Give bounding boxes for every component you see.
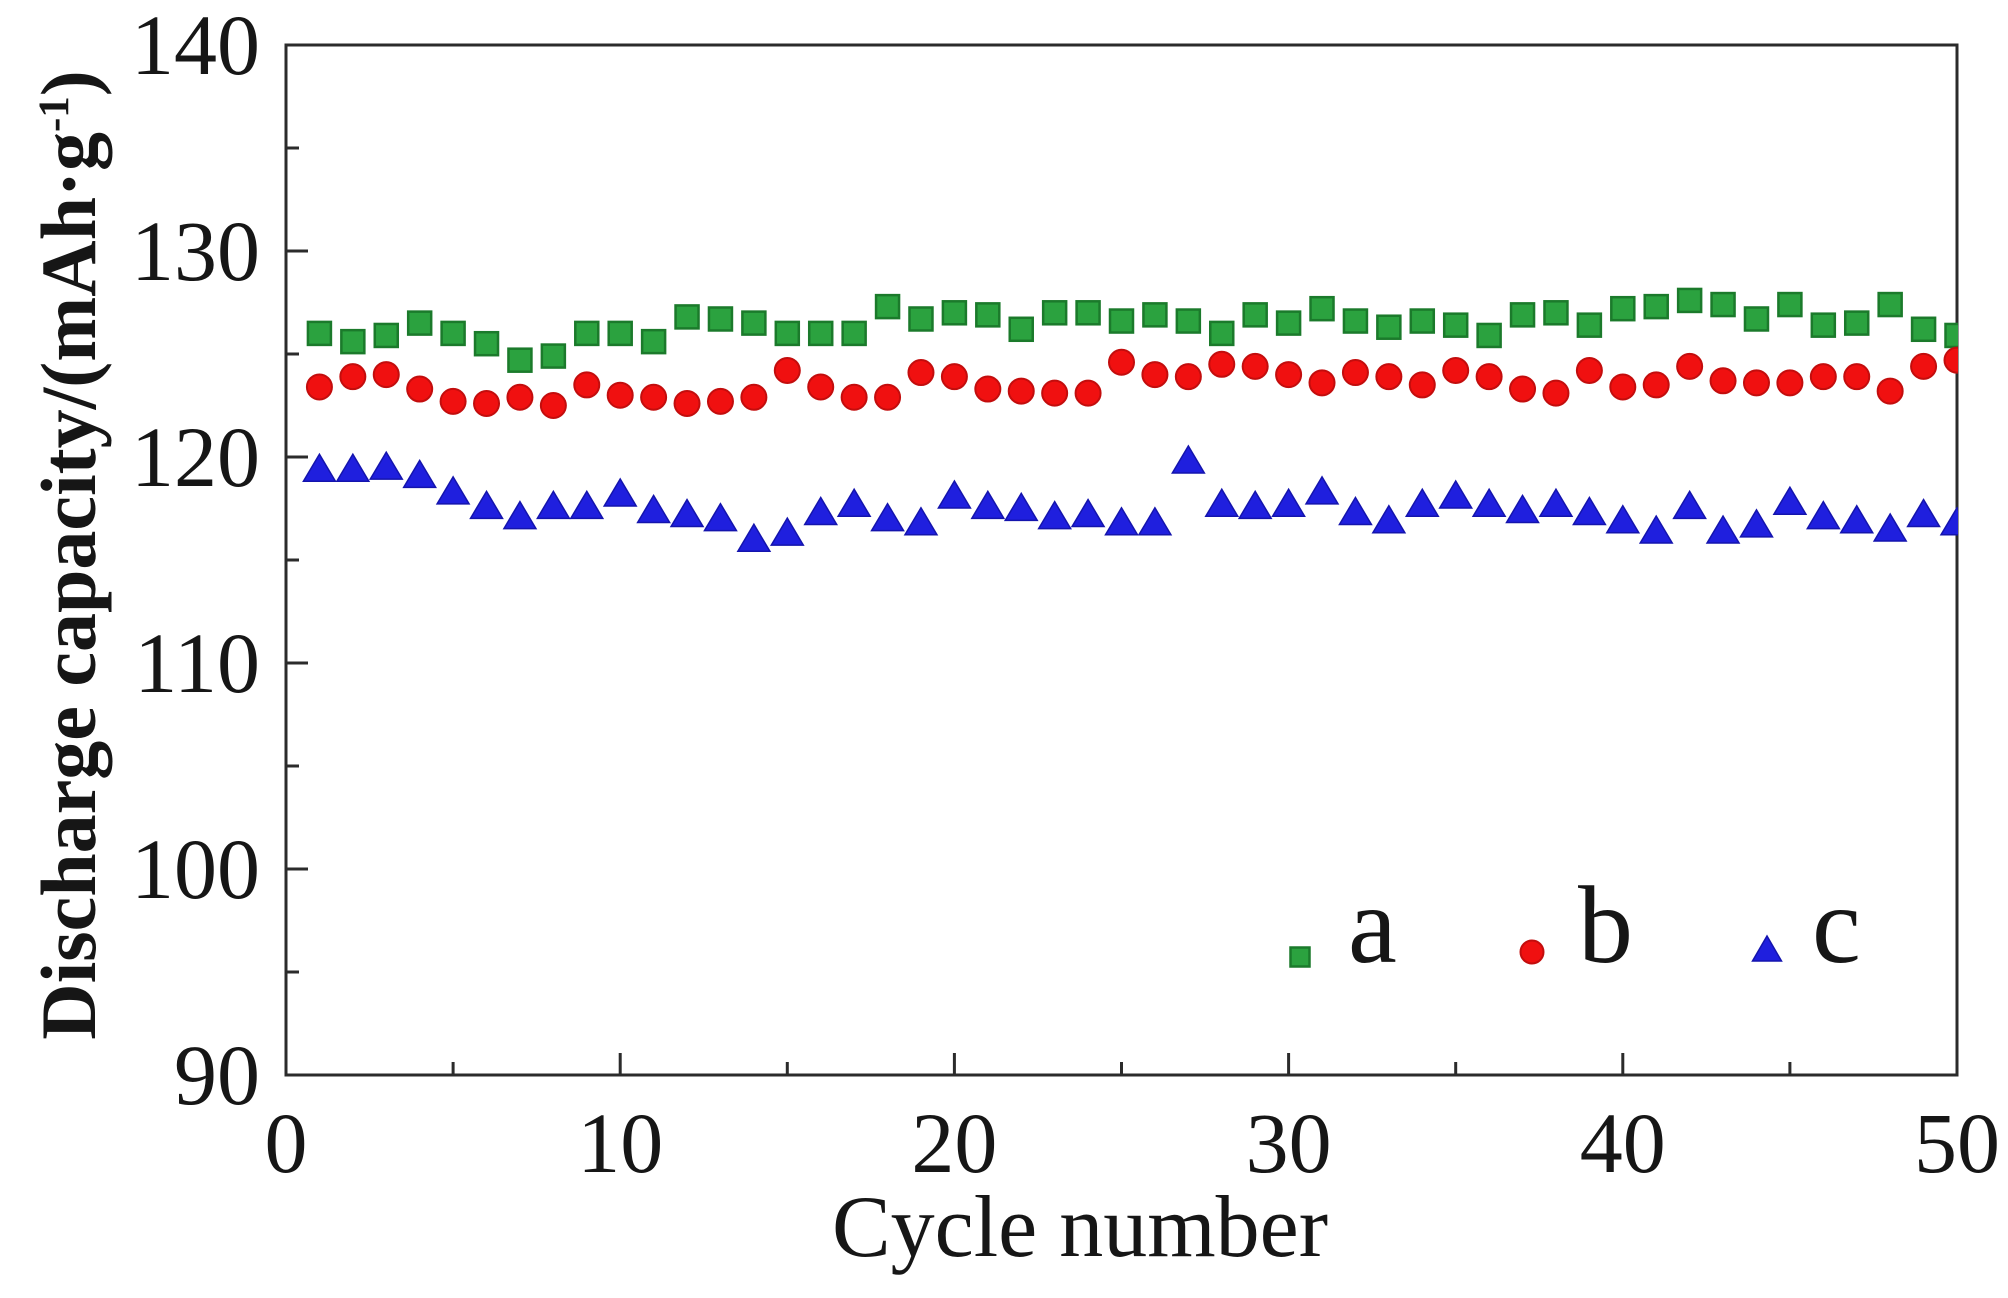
x-tick-labels: 0 10 20 30 40 50 (265, 1095, 2001, 1191)
y-tick-label-0: 90 (174, 1027, 260, 1123)
y-tick-label-3: 120 (131, 409, 260, 505)
legend (1289, 934, 1783, 968)
y-axis-label: Discharge capacity/(mAh·g-1) (5, 0, 112, 1125)
x-tick-label-4: 40 (1580, 1095, 1666, 1191)
x-tick-label-0: 0 (265, 1095, 308, 1191)
x-tick-label-2: 20 (911, 1095, 997, 1191)
y-tick-label-4: 130 (131, 203, 260, 299)
legend-label-a: a (1348, 864, 1397, 986)
series-a-points (306, 287, 1958, 373)
y-axis-label-superscript: -1 (31, 96, 78, 133)
x-axis-label: Cycle number (831, 1179, 1329, 1276)
y-axis-label-close: ) (25, 70, 112, 97)
axis-ticks (284, 43, 1959, 1077)
series-b-points (305, 346, 1958, 419)
legend-marker-c (1751, 934, 1783, 962)
x-tick-label-5: 50 (1914, 1095, 2000, 1191)
legend-marker-a (1289, 946, 1311, 968)
legend-label-b: b (1578, 864, 1633, 986)
y-tick-label-2: 110 (134, 615, 260, 711)
series-c-points (302, 444, 1958, 553)
plot-frame (284, 43, 1959, 1077)
y-tick-labels: 90 100 110 120 130 140 (131, 0, 260, 1123)
y-axis-label-text: Discharge capacity/(mAh·g (25, 132, 112, 1040)
x-tick-label-1: 10 (577, 1095, 663, 1191)
y-tick-label-5: 140 (131, 0, 260, 93)
legend-marker-b (1519, 939, 1545, 965)
x-tick-label-3: 30 (1246, 1095, 1332, 1191)
y-tick-label-1: 100 (131, 821, 260, 917)
legend-label-c: c (1812, 864, 1861, 986)
